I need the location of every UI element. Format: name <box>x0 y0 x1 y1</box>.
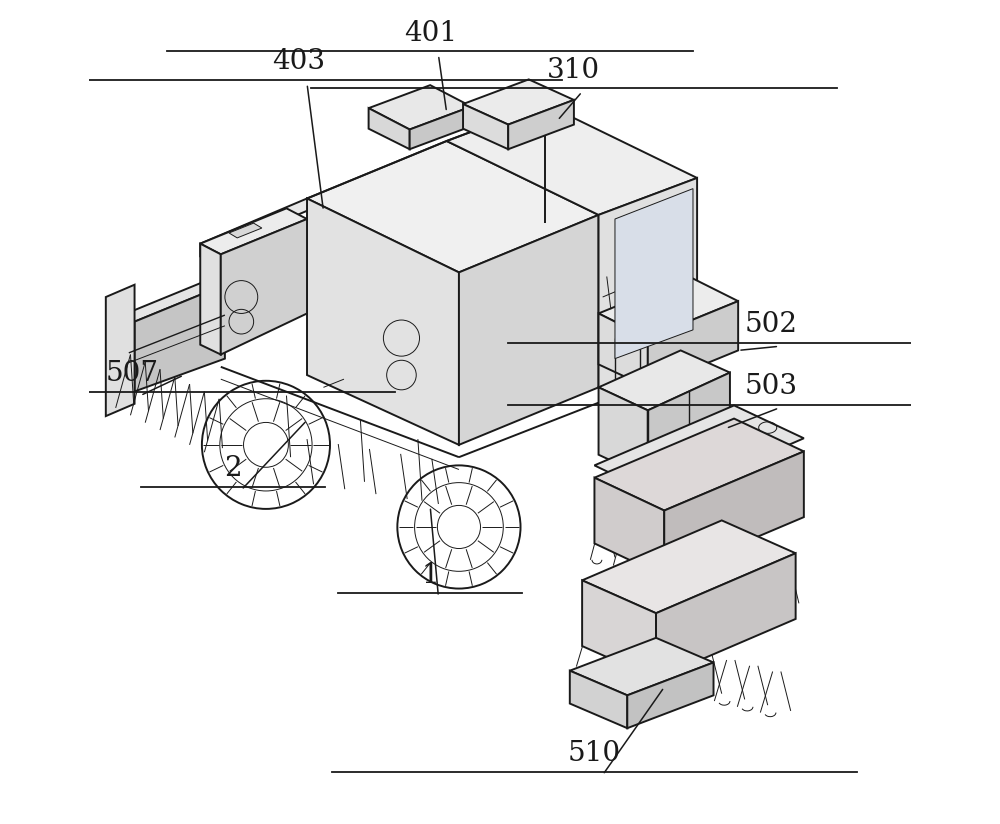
Polygon shape <box>599 350 730 410</box>
Polygon shape <box>648 372 730 478</box>
Polygon shape <box>307 199 459 445</box>
Text: 502: 502 <box>745 311 798 338</box>
Polygon shape <box>570 638 714 695</box>
Polygon shape <box>106 285 135 416</box>
Text: 503: 503 <box>745 372 798 400</box>
Polygon shape <box>594 405 804 499</box>
Polygon shape <box>463 104 508 149</box>
Polygon shape <box>126 313 135 391</box>
Polygon shape <box>615 189 693 358</box>
Polygon shape <box>200 244 221 354</box>
Polygon shape <box>200 208 307 255</box>
Polygon shape <box>594 419 804 511</box>
Polygon shape <box>599 277 738 338</box>
Polygon shape <box>447 104 697 215</box>
Polygon shape <box>594 478 664 576</box>
Polygon shape <box>656 553 796 679</box>
Polygon shape <box>648 301 738 387</box>
Polygon shape <box>582 521 796 613</box>
Polygon shape <box>582 580 656 679</box>
Text: 2: 2 <box>224 455 242 482</box>
Text: 510: 510 <box>568 740 621 767</box>
Polygon shape <box>664 452 804 576</box>
Polygon shape <box>229 223 262 238</box>
Polygon shape <box>126 277 225 321</box>
Polygon shape <box>463 79 574 124</box>
Polygon shape <box>508 100 574 149</box>
Polygon shape <box>369 108 410 149</box>
Polygon shape <box>599 178 697 387</box>
Polygon shape <box>410 106 471 149</box>
Polygon shape <box>627 662 714 728</box>
Polygon shape <box>459 215 599 445</box>
Polygon shape <box>599 313 648 387</box>
Polygon shape <box>307 141 599 273</box>
Text: 310: 310 <box>547 57 600 83</box>
Polygon shape <box>221 219 307 354</box>
Polygon shape <box>599 387 648 478</box>
Polygon shape <box>200 199 307 256</box>
Text: 401: 401 <box>404 20 457 47</box>
Polygon shape <box>570 671 627 728</box>
Text: 1: 1 <box>421 562 439 588</box>
Text: 403: 403 <box>272 49 325 75</box>
Polygon shape <box>135 285 225 391</box>
Text: 507: 507 <box>106 360 159 387</box>
Polygon shape <box>369 85 471 129</box>
